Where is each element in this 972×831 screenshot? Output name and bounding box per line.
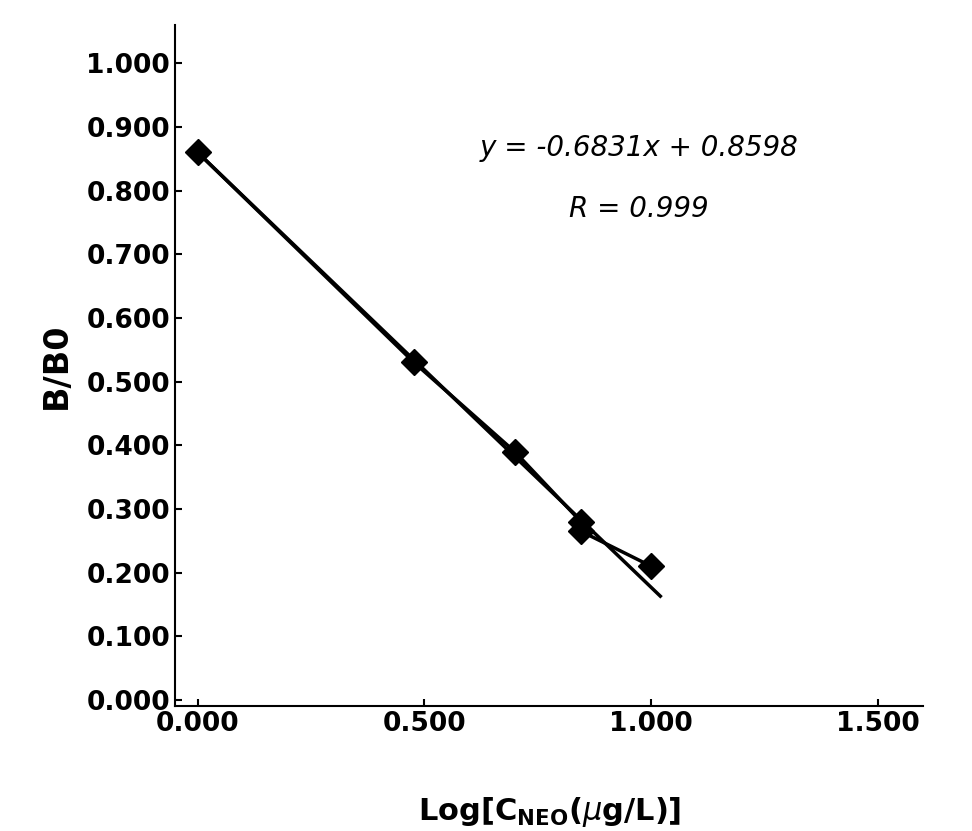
Y-axis label: B/B0: B/B0 xyxy=(40,322,73,409)
Text: y = -0.6831x + 0.8598: y = -0.6831x + 0.8598 xyxy=(479,134,798,161)
Text: R = 0.999: R = 0.999 xyxy=(570,195,709,223)
Text: Log[C$_{\mathregular{NEO}}$($\mu$g/L)]: Log[C$_{\mathregular{NEO}}$($\mu$g/L)] xyxy=(418,795,680,829)
